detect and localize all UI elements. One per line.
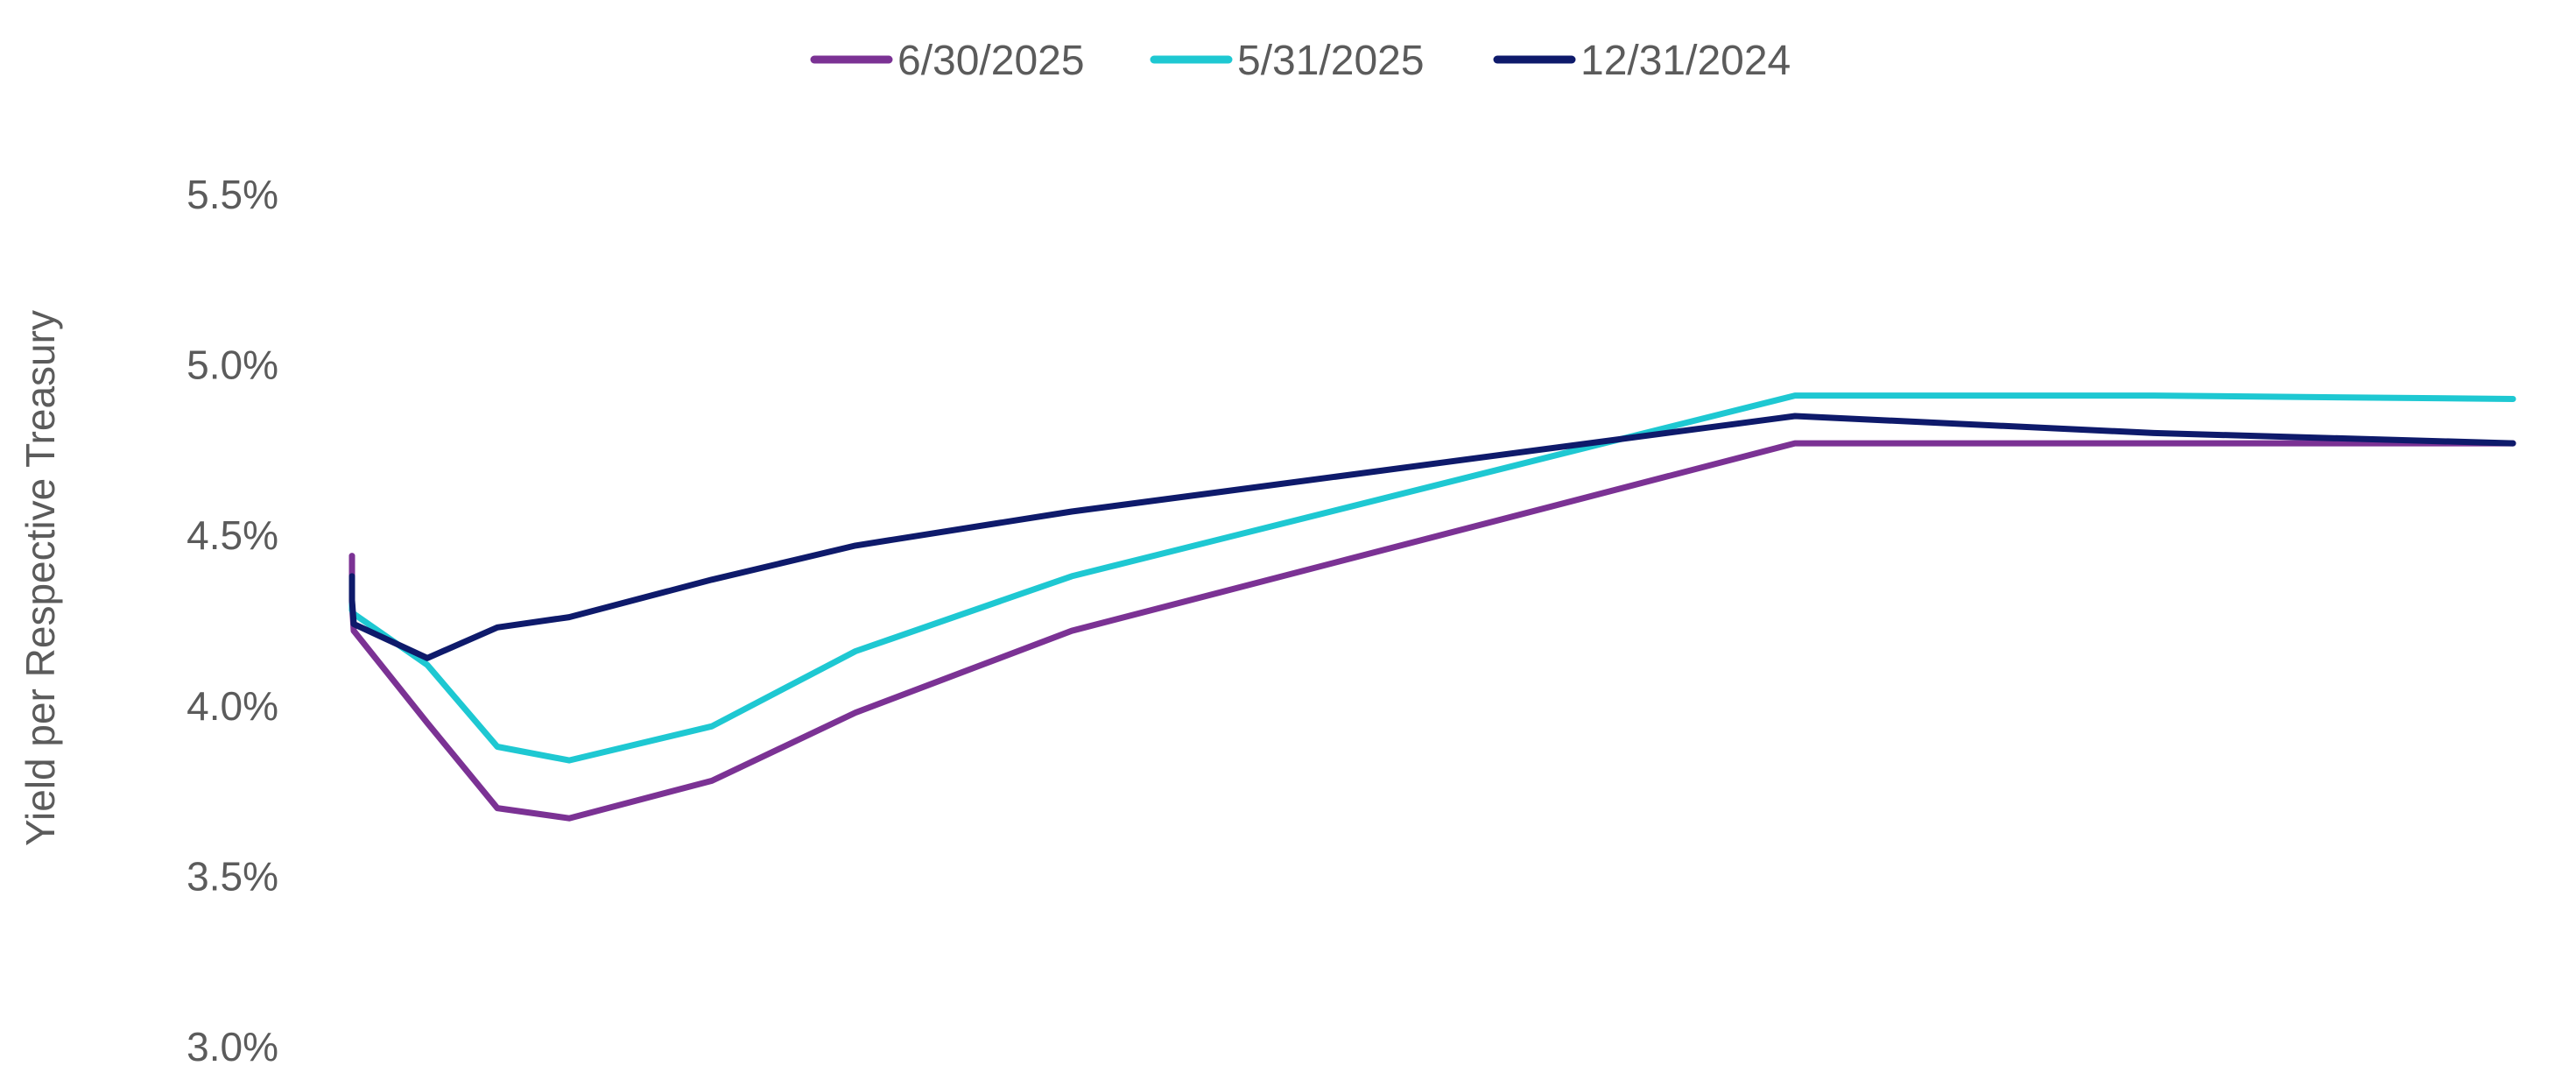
y-tick-label: 3.0% [187,1024,278,1069]
series-line-1 [348,440,2516,822]
y-tick-label: 4.0% [187,683,278,729]
y-tick-label: 3.5% [187,853,278,899]
legend-label-3: 12/31/2024 [1580,38,1791,84]
series-line-3 [348,413,2516,661]
y-tick-label: 4.5% [187,512,278,558]
series-line-2 [348,392,2516,764]
y-tick-label: 5.5% [187,172,278,217]
chart-legend: 6/30/2025 5/31/2025 12/31/2024 [810,38,1791,84]
y-axis-ticks: 3.0% 3.5% 4.0% 4.5% 5.0% 5.5% [187,172,278,1069]
legend-label-1: 6/30/2025 [897,38,1085,84]
series-lines [348,392,2516,822]
legend-label-2: 5/31/2025 [1237,38,1425,84]
y-axis-title: Yield per Respective Treasury [18,310,63,846]
y-tick-label: 5.0% [187,342,278,388]
